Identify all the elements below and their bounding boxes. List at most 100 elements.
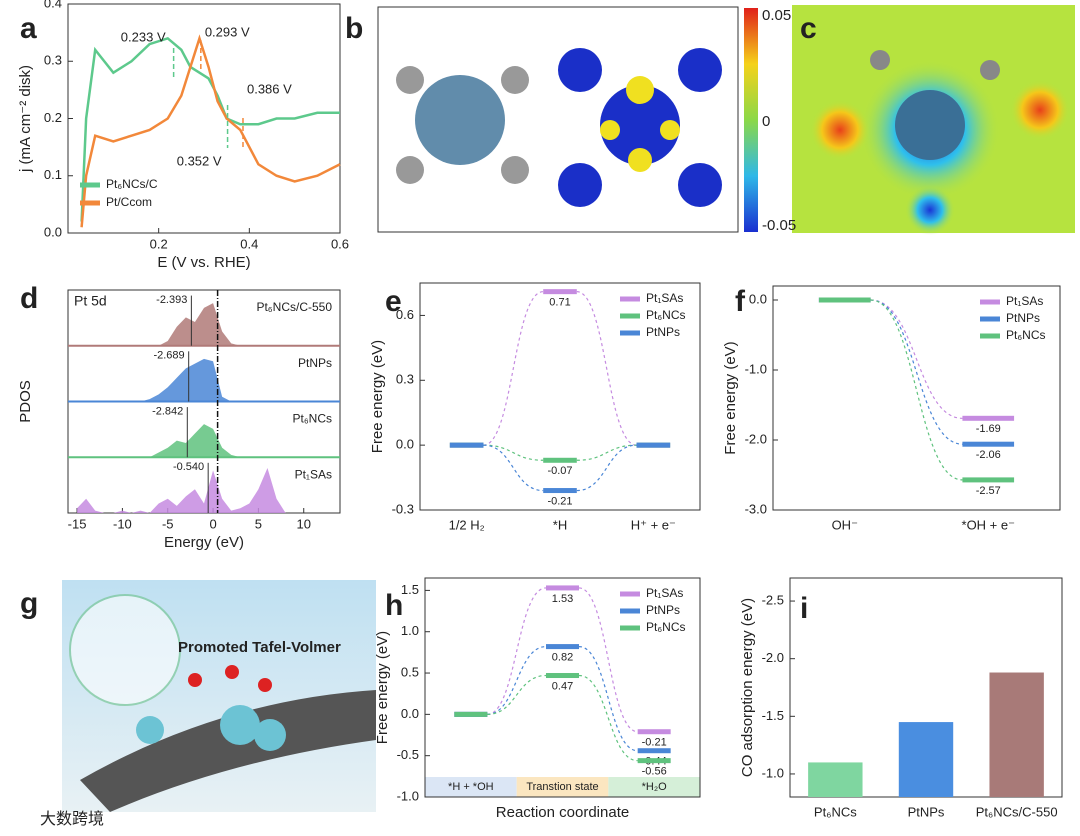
panel-label: f — [735, 285, 746, 318]
panel-label: b — [345, 12, 363, 45]
energy-level — [543, 457, 577, 463]
connector — [576, 444, 637, 492]
legend-label: PtNPs — [1006, 311, 1040, 325]
y-tick-label: -0.3 — [392, 501, 414, 516]
category-band — [608, 777, 700, 797]
value-label: 0.82 — [552, 651, 573, 663]
legend-swatch — [620, 296, 640, 302]
panel-label: h — [385, 589, 403, 622]
connector — [578, 674, 638, 762]
legend-label: Pt/Ccom — [106, 195, 152, 209]
y-tick-label: 0.6 — [396, 307, 414, 322]
legend-label: Pt₆NCs — [646, 620, 686, 634]
y-axis-label: PDOS — [17, 380, 34, 423]
image-g — [62, 580, 376, 812]
y-tick-label: 1.0 — [401, 623, 419, 638]
legend-swatch — [620, 591, 640, 597]
x-axis-label: Energy (eV) — [164, 534, 244, 551]
y-tick-label: 0.0 — [749, 291, 767, 306]
y-axis-label: Free energy (eV) — [374, 631, 391, 744]
y-tick-label: -0.5 — [397, 747, 419, 762]
value-label: -2.57 — [976, 485, 1001, 497]
energy-level — [962, 415, 1015, 421]
energy-level — [546, 673, 579, 679]
panel-label: i — [800, 592, 808, 625]
y-tick-label: -2.5 — [762, 592, 784, 607]
plot-frame — [67, 3, 341, 234]
y-tick-label: 0.0 — [401, 706, 419, 721]
y-tick-label: 0.0 — [396, 437, 414, 452]
x-tick-label: 5 — [255, 516, 262, 531]
y-axis-label: j (mA cm⁻² disk) — [17, 65, 34, 173]
plot-frame — [424, 577, 701, 798]
annotation: 0.352 V — [177, 153, 222, 168]
y-tick-label: 0.3 — [44, 53, 62, 68]
category-label: *H₂O — [642, 781, 667, 793]
legend-label: Pt₁SAs — [646, 586, 683, 600]
y-tick-label: -1.0 — [745, 361, 767, 376]
value-label: -1.69 — [976, 423, 1001, 435]
value-label: -0.56 — [642, 766, 667, 778]
image-c — [792, 5, 1075, 235]
pdos-area — [77, 467, 286, 513]
energy-level — [637, 758, 671, 764]
annotation: 0.233 V — [121, 29, 166, 44]
value-label: 0.47 — [552, 680, 573, 692]
category-label: H⁺ + e⁻ — [631, 517, 676, 532]
colorbar-label: 0 — [762, 113, 770, 130]
y-tick-label: 0.3 — [396, 372, 414, 387]
connector — [870, 299, 963, 445]
panel-annotation: Pt 5d — [74, 293, 107, 309]
legend-label: Pt₆NCs — [1006, 328, 1046, 342]
y-tick-label: 0.4 — [44, 0, 62, 10]
connector — [487, 674, 547, 715]
row-label: Pt₆NCs/C-550 — [256, 300, 332, 314]
y-tick-label: -2.0 — [762, 650, 784, 665]
category-label: Pt₆NCs/C-550 — [976, 804, 1058, 819]
category-label: OH⁻ — [832, 517, 858, 532]
energy-level — [546, 585, 579, 591]
y-tick-label: -1.0 — [762, 765, 784, 780]
category-label: *OH + e⁻ — [962, 517, 1015, 532]
energy-level — [962, 441, 1015, 447]
image-b — [377, 6, 758, 233]
line-series — [80, 36, 340, 222]
category-label: PtNPs — [908, 804, 945, 819]
legend-label: Pt₆NCs — [646, 308, 686, 322]
y-axis-label: CO adsorption energy (eV) — [739, 598, 756, 777]
value-label: 1.53 — [552, 593, 573, 605]
annotation: 0.293 V — [205, 24, 250, 39]
colorbar-label: 0.05 — [762, 7, 791, 24]
legend-swatch — [980, 316, 1000, 322]
connector — [578, 645, 638, 752]
energy-level — [449, 442, 484, 448]
connector — [576, 444, 637, 461]
y-tick-label: -1.5 — [762, 708, 784, 723]
value-label: 0.71 — [549, 297, 570, 309]
value-label: -0.21 — [547, 495, 572, 507]
panel-label: d — [20, 282, 38, 315]
connector — [578, 587, 638, 733]
x-tick-label: 10 — [296, 516, 310, 531]
value-label: -0.07 — [547, 465, 572, 477]
y-tick-label: 0.1 — [44, 167, 62, 182]
y-tick-label: -3.0 — [745, 501, 767, 516]
legend-swatch — [620, 313, 640, 319]
legend-swatch — [80, 200, 100, 206]
bar — [808, 762, 863, 797]
x-axis-label: Reaction coordinate — [496, 804, 629, 821]
row-label: PtNPs — [298, 356, 332, 370]
row-label: Pt₁SAs — [295, 467, 332, 481]
y-tick-label: -2.0 — [745, 431, 767, 446]
line-series — [80, 34, 341, 228]
y-tick-label: 0.5 — [401, 664, 419, 679]
energy-level — [636, 442, 671, 448]
pdos-area — [77, 424, 286, 458]
energy-level — [637, 729, 671, 735]
x-tick-label: -15 — [68, 516, 87, 531]
connector — [870, 299, 963, 481]
energy-level — [454, 711, 488, 717]
connector — [483, 444, 544, 492]
y-axis-label: Free energy (eV) — [369, 340, 386, 453]
